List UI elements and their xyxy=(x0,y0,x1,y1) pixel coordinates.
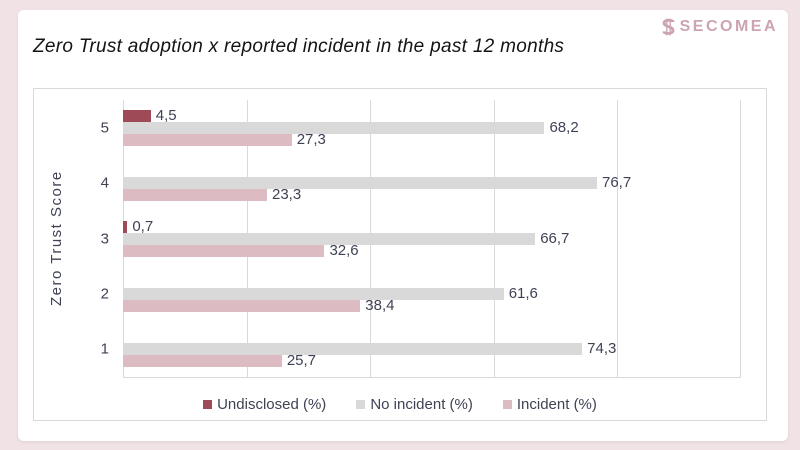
bar xyxy=(123,133,292,146)
bar-row xyxy=(123,276,741,288)
gridline xyxy=(740,100,741,377)
category-label: 3 xyxy=(100,230,109,248)
bar-value-label: 76,7 xyxy=(602,174,632,192)
bar-row xyxy=(123,165,741,177)
legend-item-no-incident: No incident (%) xyxy=(356,396,473,413)
bar xyxy=(123,220,128,233)
bar xyxy=(123,244,325,257)
legend-label: Incident (%) xyxy=(516,396,597,413)
legend-item-incident: Incident (%) xyxy=(502,396,597,413)
category-group: 5 4,5 68,2 27,3 xyxy=(101,100,741,155)
bar-value-label: 32,6 xyxy=(329,241,359,259)
category-group: 4 76,7 23,3 xyxy=(101,155,741,210)
bar-row: 4,5 xyxy=(123,106,741,124)
category-label: 5 xyxy=(100,119,109,137)
bar-row: 23,3 xyxy=(123,186,741,204)
bar-row: 76,7 xyxy=(123,174,741,192)
bar-row: 27,3 xyxy=(123,130,741,148)
legend-swatch-undisclosed xyxy=(203,400,213,409)
secomea-logo-icon xyxy=(661,18,676,36)
logo-text: SECOMEA xyxy=(679,18,778,35)
category-group: 1 74,3 25,7 xyxy=(101,322,741,377)
bar-value-label: 0,7 xyxy=(132,217,154,235)
bar-value-label: 25,7 xyxy=(286,352,317,370)
category-label: 1 xyxy=(100,340,109,358)
category-label: 2 xyxy=(100,285,109,303)
bar xyxy=(123,177,597,190)
plot-area: 5 4,5 68,2 27,3 4 76,7 23,3 3 0,7 66,7 32,6 2 61,6 38… xyxy=(101,100,741,378)
bar-value-label: 23,3 xyxy=(271,186,302,204)
bar-value-label: 68,2 xyxy=(549,118,579,136)
bar-value-label: 66,7 xyxy=(540,229,570,247)
chart: Zero Trust Score 5 4,5 68,2 27,3 4 76,7 23,3 3 0… xyxy=(33,88,767,421)
bar xyxy=(123,355,282,368)
bar-row: 25,7 xyxy=(123,352,741,370)
legend-label: No incident (%) xyxy=(370,396,473,413)
bar xyxy=(123,299,361,312)
y-axis-title: Zero Trust Score xyxy=(48,170,65,307)
category-group: 3 0,7 66,7 32,6 xyxy=(101,211,741,266)
bar-row: 61,6 xyxy=(123,284,741,302)
bar-row: 0,7 xyxy=(123,217,741,235)
legend-label: Undisclosed (%) xyxy=(217,396,327,413)
bar-row: 66,7 xyxy=(123,229,741,247)
legend-swatch-no-incident xyxy=(356,400,366,409)
bar-row: 32,6 xyxy=(123,241,741,259)
bar-value-label: 4,5 xyxy=(155,106,177,124)
chart-legend: Undisclosed (%) No incident (%) Incident… xyxy=(34,396,766,413)
bar-row: 68,2 xyxy=(123,118,741,136)
bar xyxy=(123,189,267,202)
bar xyxy=(123,232,536,245)
bar xyxy=(123,109,151,122)
bar-row: 74,3 xyxy=(123,340,741,358)
bar xyxy=(123,287,504,300)
bar-value-label: 61,6 xyxy=(508,284,538,302)
slide-title: Zero Trust adoption x reported incident … xyxy=(33,36,565,57)
bar-row: 38,4 xyxy=(123,296,741,314)
bar-value-label: 27,3 xyxy=(296,130,326,148)
bar-value-label: 74,3 xyxy=(587,340,617,358)
bar xyxy=(123,343,583,356)
category-group: 2 61,6 38,4 xyxy=(101,266,741,321)
x-axis-line xyxy=(123,377,741,378)
secomea-logo: SECOMEA xyxy=(661,18,778,36)
category-label: 4 xyxy=(100,174,109,192)
bar xyxy=(123,121,545,134)
slide-card: SECOMEA Zero Trust adoption x reported i… xyxy=(18,10,788,441)
plot-groups: 5 4,5 68,2 27,3 4 76,7 23,3 3 0,7 66,7 32,6 2 61,6 38… xyxy=(101,100,741,377)
legend-swatch-incident xyxy=(502,400,512,409)
bar-value-label: 38,4 xyxy=(365,296,395,314)
legend-item-undisclosed: Undisclosed (%) xyxy=(203,396,326,413)
gridline xyxy=(617,100,619,377)
bar-row xyxy=(123,331,741,343)
